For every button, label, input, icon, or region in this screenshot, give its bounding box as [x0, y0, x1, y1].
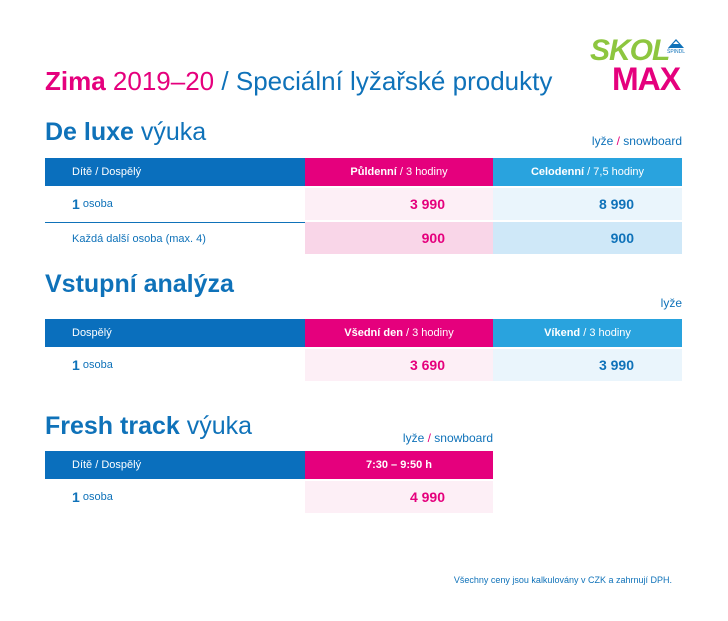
cell-rest: osoba	[82, 198, 113, 210]
section-title-rest: výuka	[186, 412, 253, 440]
row-label: Každá další osoba (max. 4)	[45, 222, 305, 254]
cell-bold: 7:30 – 9:50 h	[365, 459, 433, 471]
header-cell: Půldenní / 3 hodiny	[305, 158, 493, 186]
section-title-rest: výuka	[140, 118, 207, 146]
logo-bottom: MAX	[612, 61, 681, 97]
cell-text: 4 990	[409, 489, 445, 505]
cell-bold: Celodenní	[530, 166, 585, 178]
price-cell: 3 990	[305, 188, 493, 220]
cell-text: Dítě / Dospělý	[72, 459, 142, 471]
cell-bold: Víkend	[544, 327, 581, 339]
logo-brand: ŠPINDL	[667, 49, 686, 55]
cell-text: 900	[610, 230, 634, 246]
section-title-bold: Vstupní analýza	[45, 270, 234, 298]
section-title-bold: Fresh track	[45, 412, 180, 440]
header-cell: Dítě / Dospělý	[45, 451, 305, 479]
title-year: 2019–20	[112, 66, 215, 96]
cell-text: 900	[421, 230, 445, 246]
logo-icon	[668, 39, 684, 48]
price-cell: 8 990	[493, 188, 682, 220]
sports: lyže / snowboard	[403, 431, 493, 445]
price-cell: 3 990	[493, 349, 682, 381]
cell-rest: Každá další osoba (max. 4)	[72, 232, 206, 245]
section-title-bold: De luxe	[45, 118, 134, 146]
sport: snowboard	[623, 134, 682, 148]
cell-rest: / 3 hodiny	[406, 327, 454, 339]
logo-top: SKOL	[590, 34, 670, 67]
logo: SKOL MAX ŠPINDL	[590, 34, 686, 97]
header-cell: Dítě / Dospělý	[45, 158, 305, 186]
header-cell: 7:30 – 9:50 h	[305, 451, 493, 479]
cell-text: Dítě / Dospělý	[72, 166, 142, 178]
cell-bold: Všední den	[344, 327, 403, 339]
title-separator: /	[221, 66, 229, 96]
sport: lyže	[402, 431, 425, 445]
sports-separator: /	[616, 134, 620, 148]
sport: lyže	[591, 134, 614, 148]
section-title: Fresh track výuka	[45, 412, 252, 441]
cell-rest: / 3 hodiny	[583, 327, 631, 339]
section-title: Vstupní analýza	[45, 270, 234, 299]
row-label: 1 osoba	[45, 481, 305, 513]
sports: lyže / snowboard	[592, 134, 682, 148]
sport: snowboard	[434, 431, 493, 445]
row-label: 1 osoba	[45, 349, 305, 381]
cell-text: 8 990	[598, 196, 634, 212]
title-bold: Zima	[45, 66, 106, 96]
sports-separator: /	[427, 431, 431, 445]
title-rest: Speciální lyžařské produkty	[235, 66, 553, 96]
cell-rest: osoba	[82, 491, 113, 503]
cell-rest: / 3 hodiny	[399, 166, 448, 178]
header-cell: Dospělý	[45, 319, 305, 347]
cell-bold: 1	[72, 357, 80, 373]
price-cell: 900	[305, 222, 493, 254]
sports: lyže	[661, 296, 682, 310]
cell-text: 3 690	[409, 357, 445, 373]
cell-bold: 1	[72, 196, 80, 212]
price-cell: 900	[493, 222, 682, 254]
header-cell: Všední den / 3 hodiny	[305, 319, 493, 347]
cell-text: 3 990	[598, 357, 634, 373]
page-title: Zima 2019–20 / Speciální lyžařské produk…	[45, 66, 552, 97]
cell-rest: / 7,5 hodiny	[587, 166, 645, 178]
header-cell: Celodenní / 7,5 hodiny	[493, 158, 682, 186]
sport: lyže	[660, 296, 682, 310]
price-cell: 4 990	[305, 481, 493, 513]
header-cell: Víkend / 3 hodiny	[493, 319, 682, 347]
row-label: 1 osoba	[45, 188, 305, 220]
cell-bold: 1	[72, 489, 80, 505]
cell-rest: osoba	[82, 359, 113, 371]
section-title: De luxe výuka	[45, 118, 206, 147]
cell-text: Dospělý	[72, 327, 112, 339]
price-cell: 3 690	[305, 349, 493, 381]
footer-note: Všechny ceny jsou kalkulovány v CZK a za…	[453, 575, 672, 585]
cell-text: 3 990	[409, 196, 445, 212]
cell-bold: Půldenní	[350, 166, 397, 178]
